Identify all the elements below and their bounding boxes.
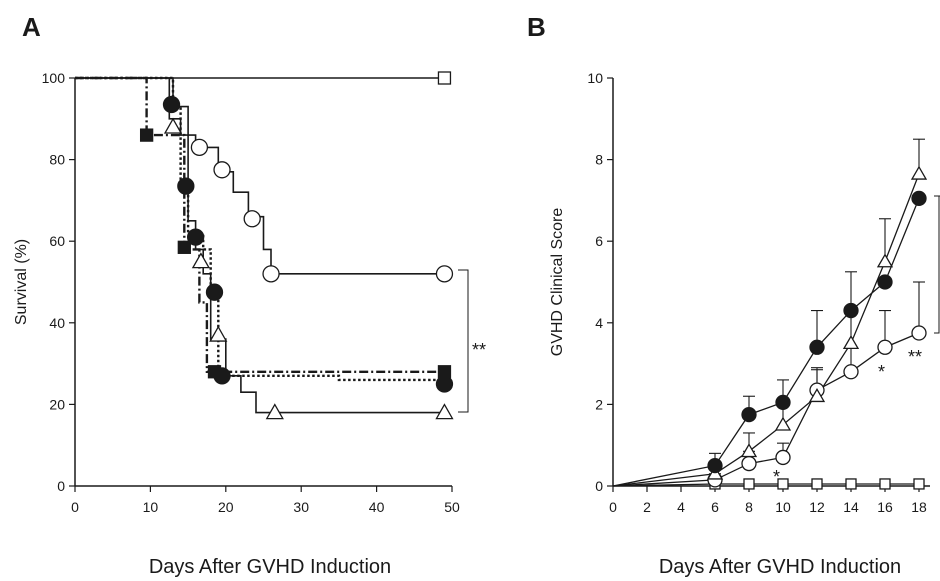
- b-y-tick-label: 10: [587, 70, 603, 86]
- b-y-tick-label: 2: [595, 396, 603, 412]
- a-x-tick-label: 0: [71, 499, 79, 515]
- score-marker-open-triangle-8: [740, 443, 758, 458]
- survival-marker-open-triangle-0: [163, 117, 183, 134]
- series-a: [75, 76, 445, 414]
- survival-marker-open-triangle-4: [435, 403, 454, 420]
- y-axis-label-b: GVHD Clinical Score: [549, 208, 566, 357]
- survival-marker-open-circle-0: [190, 138, 209, 157]
- survival-marker-filled-square-2: [207, 365, 222, 379]
- score-marker-open-square-16: [879, 478, 891, 490]
- a-x-tick-label: 10: [143, 499, 159, 515]
- a-x-tick-label: 20: [218, 499, 234, 515]
- score-marker-open-triangle-18: [910, 165, 928, 180]
- survival-curve-filled-circle: [75, 76, 445, 382]
- survival-marker-filled-square-1: [177, 240, 191, 254]
- score-marker-filled-circle-10: [775, 394, 791, 411]
- score-marker-open-square-8: [743, 478, 755, 490]
- a-y-tick-label: 20: [49, 396, 65, 412]
- score-marker-open-circle-8: [741, 455, 757, 472]
- b-x-tick-label: 18: [911, 499, 927, 515]
- b-x-tick-label: 2: [643, 499, 651, 515]
- significance-bracket-a: [458, 269, 469, 413]
- significance-star-b-16: *: [878, 362, 885, 382]
- survival-marker-open-triangle-3: [265, 403, 284, 420]
- score-marker-filled-circle-14: [843, 302, 859, 319]
- survival-chart: 0 20 40 60 80 100 0 10 20 30 40 50 ** Days After GV…: [13, 70, 486, 578]
- score-marker-open-square-10: [777, 478, 789, 490]
- score-marker-filled-circle-12: [809, 339, 825, 355]
- survival-marker-filled-circle-0: [162, 95, 181, 114]
- b-x-tick-label: 6: [711, 499, 719, 515]
- significance-bracket-b-path: [934, 195, 940, 334]
- significance-label-a: **: [472, 340, 486, 360]
- y-axis-label-a: Survival (%): [13, 239, 30, 325]
- a-x-tick-label: 30: [293, 499, 309, 515]
- b-x-tick-label: 12: [809, 499, 825, 515]
- survival-curve-open-circle: [75, 77, 445, 275]
- survival-marker-open-circle-1: [213, 161, 231, 179]
- score-marker-open-square-12: [811, 478, 823, 490]
- panel-label-b: B: [527, 12, 546, 42]
- a-y-tick-label: 100: [42, 70, 66, 86]
- score-marker-filled-circle-6: [707, 457, 723, 474]
- score-marker-filled-circle-16: [877, 274, 893, 290]
- score-marker-open-circle-14: [843, 364, 859, 380]
- score-marker-open-triangle-16: [876, 253, 894, 268]
- score-marker-filled-circle-8: [741, 406, 757, 423]
- survival-curve-open-triangle: [75, 77, 445, 414]
- a-y-tick-label: 40: [49, 315, 65, 331]
- survival-marker-open-triangle-2: [209, 325, 228, 342]
- b-x-tick-label: 10: [775, 499, 791, 515]
- a-y-tick-label: 80: [49, 152, 65, 168]
- markers-a: [139, 71, 454, 420]
- survival-marker-filled-square-0: [139, 128, 154, 142]
- survival-marker-open-square-0: [437, 71, 452, 85]
- b-x-tick-label: 0: [609, 499, 617, 515]
- b-x-tick-label: 14: [843, 499, 859, 515]
- b-y-tick-label: 0: [595, 478, 603, 494]
- survival-marker-filled-circle-3: [205, 283, 224, 301]
- a-x-tick-label: 40: [369, 499, 385, 515]
- a-y-tick-label: 60: [49, 233, 65, 249]
- score-marker-filled-circle-18: [911, 190, 927, 207]
- survival-curve-filled-square: [75, 76, 445, 373]
- score-marker-open-circle-16: [877, 339, 893, 355]
- panel-label-a: A: [22, 12, 41, 42]
- score-marker-open-circle-18: [911, 325, 927, 341]
- survival-marker-filled-circle-1: [177, 177, 195, 195]
- survival-marker-filled-square-3: [437, 365, 452, 379]
- b-y-tick-label: 8: [595, 152, 603, 168]
- b-y-tick-label: 6: [595, 233, 603, 249]
- score-marker-open-circle-10: [775, 449, 791, 466]
- score-marker-open-square-14: [845, 478, 857, 490]
- score-marker-open-triangle-10: [774, 416, 792, 431]
- survival-marker-open-circle-4: [435, 265, 454, 283]
- ticks-b: 0 2 4 6 8 10 0 2 4 6 8 10 12 14 16 18: [587, 70, 927, 515]
- survival-marker-open-circle-2: [243, 210, 261, 228]
- x-axis-label-a: Days After GVHD Induction: [149, 556, 391, 578]
- score-line-open-triangle: [612, 173, 920, 487]
- survival-marker-open-triangle-1: [191, 252, 211, 269]
- score-marker-open-triangle-14: [842, 335, 860, 350]
- b-y-tick-label: 4: [595, 315, 603, 331]
- score-marker-open-square-18: [913, 478, 925, 490]
- series-b: [612, 138, 925, 487]
- survival-marker-open-circle-3: [262, 265, 280, 283]
- a-x-tick-label: 50: [444, 499, 460, 515]
- score-marker-open-triangle-12: [808, 388, 826, 403]
- significance-star-b-18: **: [908, 347, 922, 367]
- a-y-tick-label: 0: [57, 478, 65, 494]
- score-line-filled-circle: [612, 198, 920, 487]
- ticks-a: 0 20 40 60 80 100 0 10 20 30 40 50: [42, 70, 460, 515]
- survival-marker-filled-circle-2: [186, 228, 205, 246]
- b-x-tick-label: 8: [745, 499, 753, 515]
- x-axis-label-b: Days After GVHD Induction: [659, 556, 901, 578]
- markers-b: [706, 165, 928, 490]
- significance-star-b-10: *: [773, 467, 780, 487]
- score-line-open-circle: [612, 332, 920, 487]
- b-x-tick-label: 4: [677, 499, 685, 515]
- clinical-score-chart: 0 2 4 6 8 10 0 2 4 6 8 10 12 14 16 18 * * ** Days After…: [549, 70, 940, 578]
- b-x-tick-label: 16: [877, 499, 893, 515]
